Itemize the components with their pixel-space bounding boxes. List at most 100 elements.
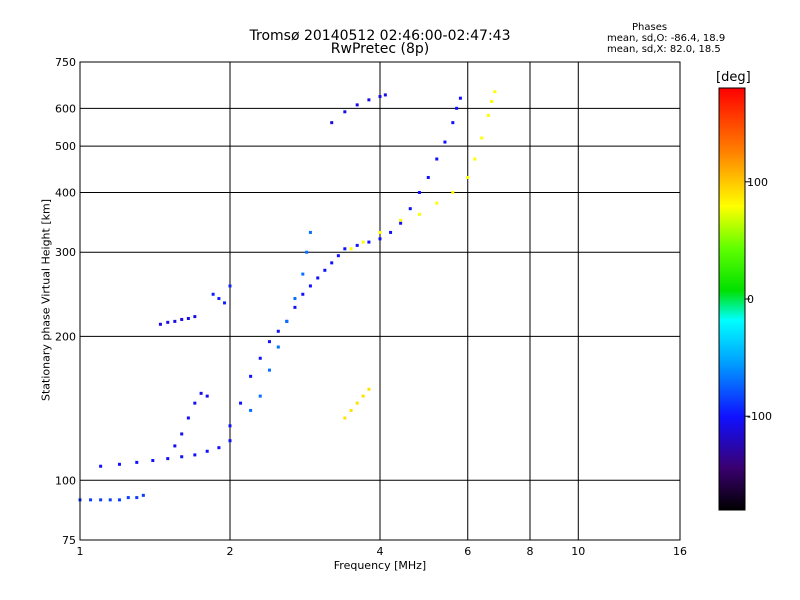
data-point (228, 284, 232, 288)
data-point (473, 157, 477, 161)
data-point (117, 462, 121, 466)
data-point (293, 297, 297, 301)
data-point (343, 110, 347, 114)
data-point (301, 272, 305, 276)
colorbar (718, 87, 746, 511)
data-point (126, 496, 130, 500)
data-point (211, 292, 215, 296)
data-point (343, 416, 347, 420)
y-tick-label: 500 (55, 140, 76, 153)
data-point (141, 493, 145, 497)
data-point (258, 356, 262, 360)
data-point (378, 237, 382, 241)
data-point (493, 90, 497, 94)
data-point (158, 322, 162, 326)
x-tick-label: 1 (77, 545, 84, 558)
y-tick-label: 600 (55, 102, 76, 115)
data-point (180, 317, 184, 321)
data-point (399, 218, 403, 222)
data-point (323, 268, 327, 272)
data-point (308, 230, 312, 234)
data-point (355, 243, 359, 247)
data-point (443, 140, 447, 144)
data-point (205, 449, 209, 453)
data-point (305, 250, 309, 254)
data-point (186, 316, 190, 320)
data-point (336, 254, 340, 258)
data-point (451, 190, 455, 194)
data-point (330, 261, 334, 265)
data-point (367, 98, 371, 102)
chart-subtitle: RwPretec (8p) (330, 41, 430, 57)
data-point (367, 387, 371, 391)
data-point (293, 305, 297, 309)
data-point (258, 394, 262, 398)
data-point (217, 297, 221, 301)
chart-title: Tromsø 20140512 02:46:00-02:47:43 (249, 28, 511, 44)
data-point (349, 247, 353, 251)
data-point (355, 103, 359, 107)
data-point (349, 408, 353, 412)
data-point (108, 498, 112, 502)
data-point (228, 424, 232, 428)
y-tick-label: 300 (55, 246, 76, 259)
data-point (276, 345, 280, 349)
data-point (378, 230, 382, 234)
data-point (480, 136, 484, 140)
data-point (151, 458, 155, 462)
data-point (193, 315, 197, 319)
data-point (135, 460, 139, 464)
data-point (301, 292, 305, 296)
data-point (399, 221, 403, 225)
plot-frame (79, 61, 681, 541)
data-point (417, 212, 421, 216)
data-point (367, 240, 371, 244)
data-point (223, 301, 227, 305)
x-tick-label: 8 (527, 545, 534, 558)
data-point (486, 113, 490, 117)
x-tick-label: 2 (227, 545, 234, 558)
data-point (435, 201, 439, 205)
data-point (135, 496, 139, 500)
phase-stats-x: mean, sd,X: 82.0, 18.5 (607, 44, 721, 55)
data-point (426, 175, 430, 179)
data-point (408, 207, 412, 211)
data-point (361, 240, 365, 244)
data-point (193, 453, 197, 457)
data-point (99, 498, 103, 502)
data-point (285, 319, 289, 323)
data-point (205, 394, 209, 398)
data-point (249, 374, 253, 378)
data-point (435, 157, 439, 161)
data-point (343, 247, 347, 251)
data-point (383, 93, 387, 97)
colorbar-tick-label: -100 (747, 410, 772, 423)
data-point (193, 401, 197, 405)
data-point (267, 340, 271, 344)
data-point (186, 416, 190, 420)
y-tick-label: 750 (55, 56, 76, 69)
data-point (455, 106, 459, 110)
x-axis-label: Frequency [MHz] (333, 559, 427, 572)
data-point (228, 439, 232, 443)
data-point (490, 100, 494, 104)
data-point (361, 394, 365, 398)
data-point (239, 401, 243, 405)
data-point (173, 444, 177, 448)
data-point (99, 464, 103, 468)
data-point (276, 329, 280, 333)
x-tick-label: 10 (571, 545, 585, 558)
data-point (173, 319, 177, 323)
colorbar-tick-label: 0 (747, 293, 754, 306)
y-tick-label: 400 (55, 186, 76, 199)
data-point (389, 230, 393, 234)
data-point (180, 455, 184, 459)
data-point (117, 498, 121, 502)
x-tick-label: 4 (377, 545, 384, 558)
data-point (180, 432, 184, 436)
x-tick-label: 6 (464, 545, 471, 558)
data-point (330, 121, 334, 125)
y-tick-label: 200 (55, 330, 76, 343)
data-point (316, 276, 320, 280)
y-tick-label: 75 (62, 534, 76, 547)
